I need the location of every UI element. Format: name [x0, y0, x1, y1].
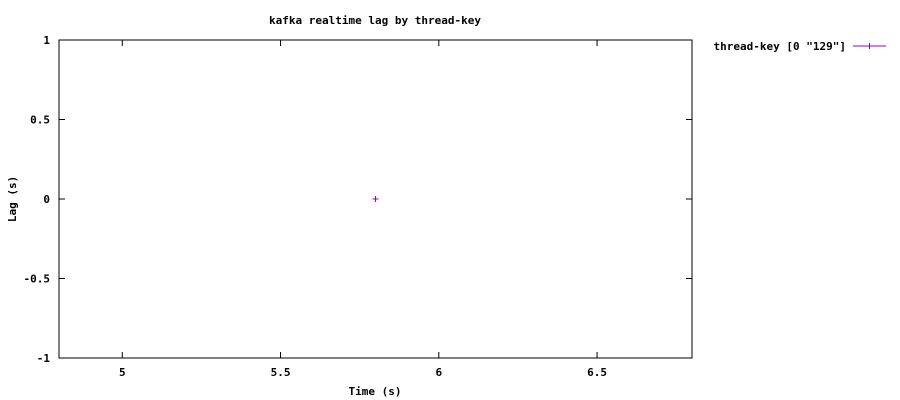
legend-entry-label: thread-key [0 "129"]	[714, 40, 846, 53]
x-tick-label: 6	[435, 366, 442, 379]
y-tick-label: 1	[43, 34, 50, 47]
data-points	[372, 196, 379, 202]
y-tick-label: -1	[37, 352, 51, 365]
data-point	[372, 196, 379, 202]
x-tick-label: 5.5	[271, 366, 291, 379]
chart-title: kafka realtime lag by thread-key	[269, 14, 481, 27]
legend-entry-marker	[866, 43, 873, 49]
x-tick-label: 6.5	[587, 366, 607, 379]
y-tick-label: -0.5	[24, 273, 51, 286]
y-tick-label: 0	[43, 193, 50, 206]
x-tick-label: 5	[119, 366, 126, 379]
x-axis-label: Time (s)	[349, 385, 402, 398]
y-axis: -1 -0.5 0 0.5 1	[24, 34, 692, 365]
y-tick-label: 0.5	[30, 114, 50, 127]
legend-marker-plus	[866, 43, 873, 49]
x-axis: 5 5.5 6 6.5	[119, 40, 607, 379]
y-axis-label: Lag (s)	[6, 176, 19, 222]
legend: thread-key [0 "129"]	[714, 40, 886, 53]
